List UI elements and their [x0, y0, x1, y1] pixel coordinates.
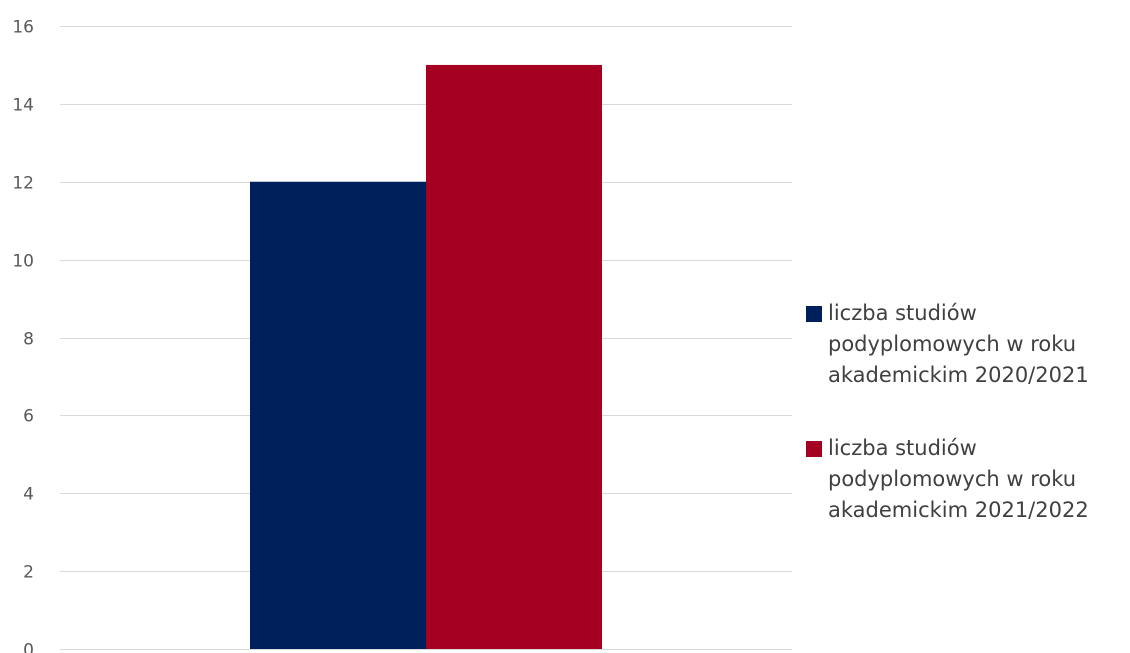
bars	[250, 64, 602, 649]
legend-swatch-2021-2022	[806, 441, 822, 457]
y-tick-label-6: 6	[23, 407, 34, 427]
y-tick-label-16: 16	[12, 18, 34, 38]
bar-series-1	[426, 64, 602, 649]
y-tick-label-14: 14	[12, 96, 34, 116]
y-tick-label-8: 8	[23, 330, 34, 350]
y-tick-label-4: 4	[23, 485, 34, 505]
y-tick-label-10: 10	[12, 252, 34, 272]
legend-label-2021-2022: liczba studiów podyplomowych w roku akad…	[828, 436, 1089, 522]
legend-swatch-2020-2021	[806, 306, 822, 322]
y-tick-label-12: 12	[12, 174, 34, 194]
y-axis-ticks: 0 2 4 6 8 10 12 14 16	[12, 18, 34, 653]
legend-label-2020-2021: liczba studiów podyplomowych w roku akad…	[828, 301, 1089, 387]
y-tick-label-0: 0	[23, 641, 34, 653]
legend-item-2021-2022: liczba studiów podyplomowych w roku akad…	[806, 433, 1126, 526]
y-tick-label-2: 2	[23, 563, 34, 583]
legend: liczba studiów podyplomowych w roku akad…	[806, 298, 1126, 526]
bar-series-0	[250, 181, 426, 649]
legend-item-2020-2021: liczba studiów podyplomowych w roku akad…	[806, 298, 1126, 391]
